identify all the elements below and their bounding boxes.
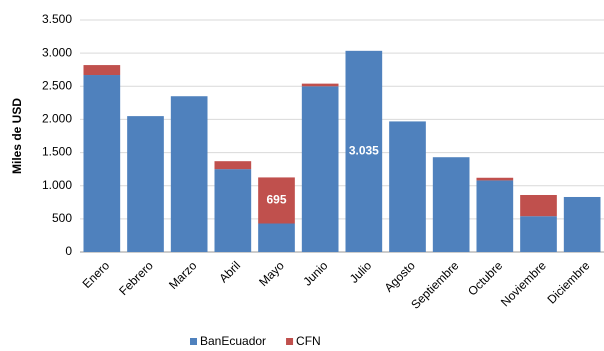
x-tick-label: Marzo — [166, 258, 200, 292]
bar-segment — [345, 50, 383, 252]
x-tick-label: Junio — [300, 258, 330, 288]
legend-label: BanEcuador — [200, 334, 266, 348]
bar-segment — [258, 223, 295, 252]
bar-segment — [476, 177, 514, 181]
bar-segment — [258, 177, 295, 224]
x-tick-label: Abril — [216, 258, 243, 285]
bar-segment — [301, 86, 339, 253]
y-axis-title: Miles de USD — [10, 98, 24, 174]
y-tick-label: 1.500 — [42, 145, 72, 159]
bar-segment — [520, 194, 557, 217]
bar-segment — [563, 196, 601, 252]
y-tick-label: 500 — [52, 211, 72, 225]
bar-segment — [83, 65, 121, 76]
bar-segment — [170, 96, 208, 252]
y-tick-label: 0 — [65, 244, 72, 258]
bar-segment — [520, 216, 557, 252]
x-tick-label: Agosto — [382, 258, 419, 295]
bar-segment — [83, 75, 121, 252]
legend-swatch — [190, 338, 197, 345]
x-tick-label: Diciembre — [544, 258, 592, 306]
bar-segment — [214, 169, 252, 252]
x-tick-label: Octubre — [465, 258, 505, 298]
legend-swatch — [286, 338, 294, 345]
bar-segment — [301, 83, 339, 87]
bar-segment — [476, 180, 514, 252]
y-tick-label: 3.500 — [42, 12, 72, 26]
y-tick-label: 2.000 — [42, 112, 72, 126]
legend-label: CFN — [296, 334, 321, 348]
x-tick-label: Mayo — [256, 258, 287, 289]
x-tick-label: Noviembre — [498, 258, 549, 309]
y-tick-label: 3.000 — [42, 45, 72, 59]
data-label: 3.035 — [349, 144, 379, 158]
y-tick-label: 1.000 — [42, 178, 72, 192]
x-tick-label: Enero — [80, 258, 113, 291]
bar-segment — [214, 161, 252, 170]
bar-segment — [432, 157, 470, 252]
x-tick-label: Septiembre — [408, 258, 462, 312]
x-tick-label: Julio — [347, 258, 375, 286]
y-tick-label: 2.500 — [42, 78, 72, 92]
x-tick-label: Febrero — [116, 258, 156, 298]
bar-segment — [127, 116, 164, 252]
bar-segment — [389, 121, 426, 252]
data-label: 695 — [266, 193, 286, 207]
